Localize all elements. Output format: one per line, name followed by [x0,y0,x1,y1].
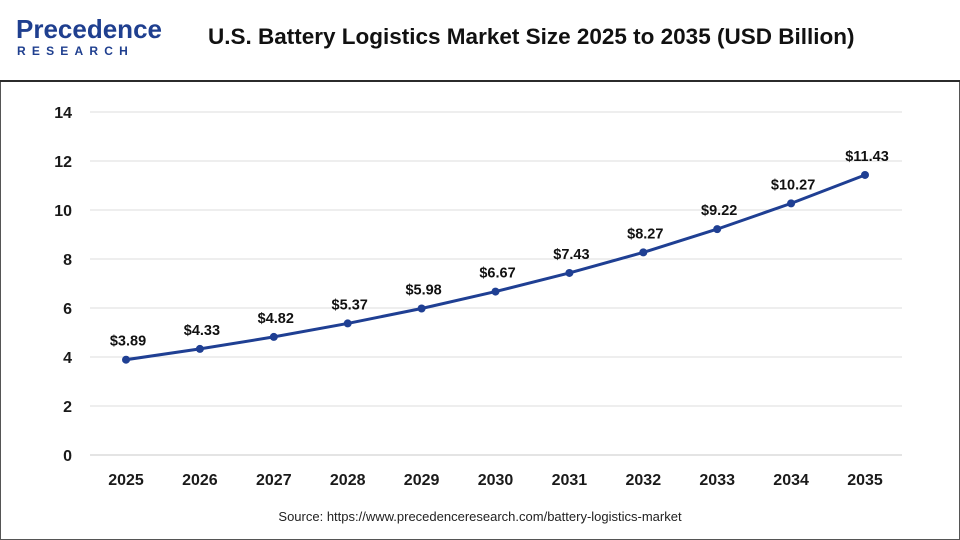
data-label: $6.67 [479,266,515,282]
data-point [565,268,574,277]
chart-title: U.S. Battery Logistics Market Size 2025 … [208,24,855,49]
x-tick-label: 2031 [552,472,588,489]
logo-subtitle: RESEARCH [17,44,134,58]
y-tick-label: 4 [63,350,72,367]
data-point [491,287,500,296]
source-note: Source: https://www.precedenceresearch.c… [278,509,682,524]
x-tick-label: 2027 [256,472,292,489]
data-label: $10.27 [771,177,815,193]
x-tick-label: 2028 [330,472,366,489]
data-label: $8.27 [627,226,663,242]
line-chart: 0 2 4 6 8 10 12 14 2025 2026 2027 2028 2029 2030 2031… [54,105,902,489]
data-point [417,304,426,313]
data-point [861,170,869,179]
data-point [269,332,278,341]
brand-logo: Precedence RESEARCH [16,14,166,64]
y-tick-label: 10 [54,203,72,220]
y-tick-label: 6 [63,301,72,318]
gridlines [90,111,902,407]
y-tick-label: 2 [63,399,72,416]
x-tick-label: 2035 [847,472,883,489]
data-label: $5.37 [332,297,368,313]
data-label: $4.33 [184,323,220,339]
logo-wordmark: Precedence [16,14,162,44]
data-label: $9.22 [701,203,737,219]
y-tick-label: 0 [63,448,72,465]
y-axis-ticks: 0 2 4 6 8 10 12 14 [54,105,72,465]
x-tick-label: 2034 [773,472,809,489]
x-tick-label: 2029 [404,472,440,489]
x-axis-ticks: 2025 2026 2027 2028 2029 2030 2031 2032 2033 2034… [108,472,883,489]
data-label: $11.43 [845,149,889,165]
data-labels: $3.89 $4.33 $4.82 $5.37 $5.98 $6.67 $7.43 $8.27… [110,149,889,350]
data-point [122,355,130,364]
data-label: $7.43 [553,247,589,263]
data-label: $4.82 [258,311,294,327]
y-tick-label: 12 [54,154,72,171]
data-label: $5.98 [405,282,441,298]
x-tick-label: 2032 [626,472,662,489]
header: Precedence RESEARCH U.S. Battery Logisti… [0,0,960,82]
data-point [195,344,204,353]
data-point [639,248,648,257]
x-tick-label: 2025 [108,472,144,489]
data-point [713,225,722,234]
y-tick-label: 14 [54,105,72,122]
x-tick-label: 2033 [699,472,735,489]
data-points [122,170,869,364]
data-point [787,199,796,208]
data-label: $3.89 [110,334,146,350]
x-tick-label: 2030 [478,472,514,489]
data-point [343,319,352,328]
x-tick-label: 2026 [182,472,218,489]
y-tick-label: 8 [63,252,72,269]
